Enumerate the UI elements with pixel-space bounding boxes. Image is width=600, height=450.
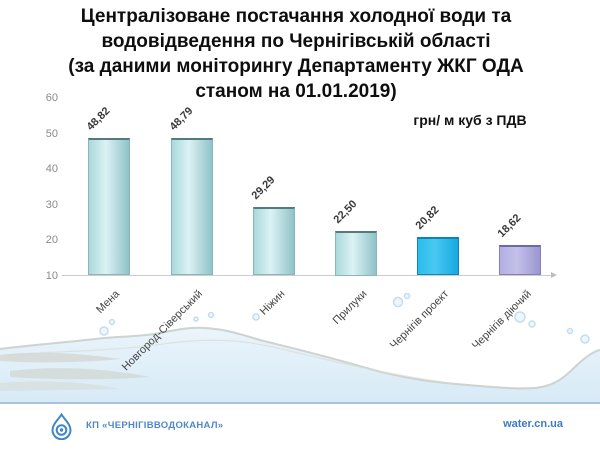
y-axis-tick-label: 10 [45, 269, 58, 282]
bar [499, 244, 541, 276]
chart-title: Централізоване постачання холодної води … [0, 4, 592, 104]
category-label: Чернігів діючий [469, 287, 534, 352]
unit-label: грн/ м куб з ПДВ [413, 112, 527, 128]
y-axis-tick-label: 50 [45, 127, 58, 140]
bar-value-label: 18,62 [495, 211, 524, 240]
bar [171, 137, 213, 276]
category-label: Прилуки [330, 287, 370, 327]
chart-title-line-2: водовідведення по Чернігівській області [101, 31, 491, 52]
website-link: water.cn.ua [503, 418, 563, 430]
bubbles [99, 293, 590, 344]
bar-value-label: 48,82 [84, 104, 113, 133]
water-image [0, 293, 600, 403]
bar-value-label: 20,82 [413, 204, 442, 233]
chart-title-line-1: Централізоване постачання холодної води … [80, 6, 512, 27]
wave [0, 326, 600, 403]
chart-title-line-3: (за даними моніторингу Департаменту ЖКГ … [68, 56, 524, 77]
category-label: Чернігів проект [388, 287, 452, 351]
x-axis-line [62, 275, 552, 276]
footer: КП «ЧЕРНІГІВВОДОКАНАЛ» water.cn.ua [0, 404, 600, 450]
y-axis-tick-label: 30 [45, 198, 58, 211]
bar [253, 207, 295, 276]
category-label: Ніжин [257, 287, 288, 318]
chart-title-line-4: станом на 01.01.2019) [195, 81, 397, 102]
bar [88, 137, 130, 276]
axis-arrow-icon [551, 272, 557, 278]
company-name: КП «ЧЕРНІГІВВОДОКАНАЛ» [86, 420, 224, 431]
footer-divider [0, 402, 600, 404]
category-label: Новгород-Сіверський [120, 287, 206, 373]
y-axis-tick-label: 20 [45, 234, 58, 246]
company-logo-icon [51, 413, 72, 440]
category-label: Мена [94, 287, 123, 316]
bar [335, 231, 377, 276]
bar-value-label: 48,79 [167, 104, 196, 133]
bar-value-label: 29,29 [249, 174, 278, 203]
y-axis-tick-label: 60 [45, 92, 58, 104]
y-axis-tick-label: 40 [45, 163, 58, 175]
bar [417, 237, 459, 276]
bar-value-label: 22,50 [331, 198, 360, 227]
